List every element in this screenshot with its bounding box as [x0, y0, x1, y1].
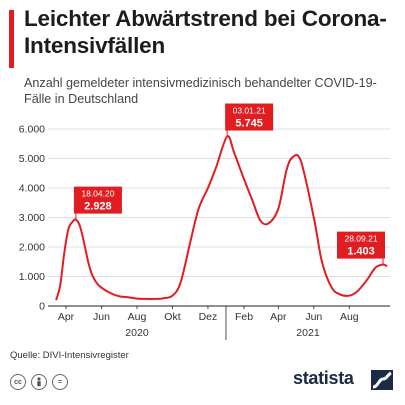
x-tick-label: Dez: [199, 311, 218, 323]
statista-logo-mark: [371, 370, 393, 390]
line-chart: 0 1.000 2.000 3.000 4.000 5.000 6.000 Apr Jun Aug…: [19, 103, 390, 340]
annotation-box: [337, 231, 386, 259]
equals-icon[interactable]: =: [52, 374, 68, 390]
person-icon[interactable]: [31, 374, 47, 390]
chart-subtitle: Anzahl gemeldeter intensivmedizinisch be…: [24, 76, 377, 106]
y-tick-label: 2.000: [19, 242, 45, 254]
y-tick-label: 6.000: [19, 124, 45, 136]
x-tick-label: Jun: [93, 311, 110, 323]
annotation-box: [225, 103, 274, 131]
source-note: Quelle: DIVI-Intensivregister: [10, 350, 129, 361]
y-tick-label: 5.000: [19, 153, 45, 165]
x-tick-label: Aug: [340, 311, 359, 323]
chart-title: Leichter Abwärtstrend bei Corona-Intensi…: [24, 6, 387, 58]
annotation-value: 2.928: [84, 201, 112, 213]
cc-icon[interactable]: cc: [10, 374, 26, 390]
annotation-value: 5.745: [235, 118, 263, 130]
license-icons: cc =: [10, 374, 68, 390]
annotation-box: [73, 186, 122, 214]
y-tick-label: 3.000: [19, 212, 45, 224]
x-tick-label: Feb: [235, 311, 253, 323]
statista-logo[interactable]: statista: [293, 368, 354, 388]
x-tick-label: Apr: [270, 311, 287, 323]
x-tick-label: Apr: [58, 311, 75, 323]
annotation-date: 28.09.21: [344, 234, 377, 244]
series-line: [55, 135, 388, 301]
x-year-label: 2020: [125, 327, 149, 339]
title-accent-bar: [9, 10, 14, 68]
x-tick-label: Okt: [164, 311, 180, 323]
annotation-value: 1.403: [347, 246, 375, 258]
annotation-date: 18.04.20: [81, 189, 114, 199]
x-tick-label: Aug: [128, 311, 147, 323]
annotation-date: 03.01.21: [233, 106, 266, 116]
y-tick-label: 1.000: [19, 271, 45, 283]
x-tick-label: Jun: [305, 311, 322, 323]
x-year-label: 2021: [296, 327, 320, 339]
y-tick-label: 0: [39, 301, 45, 313]
y-tick-label: 4.000: [19, 183, 45, 195]
